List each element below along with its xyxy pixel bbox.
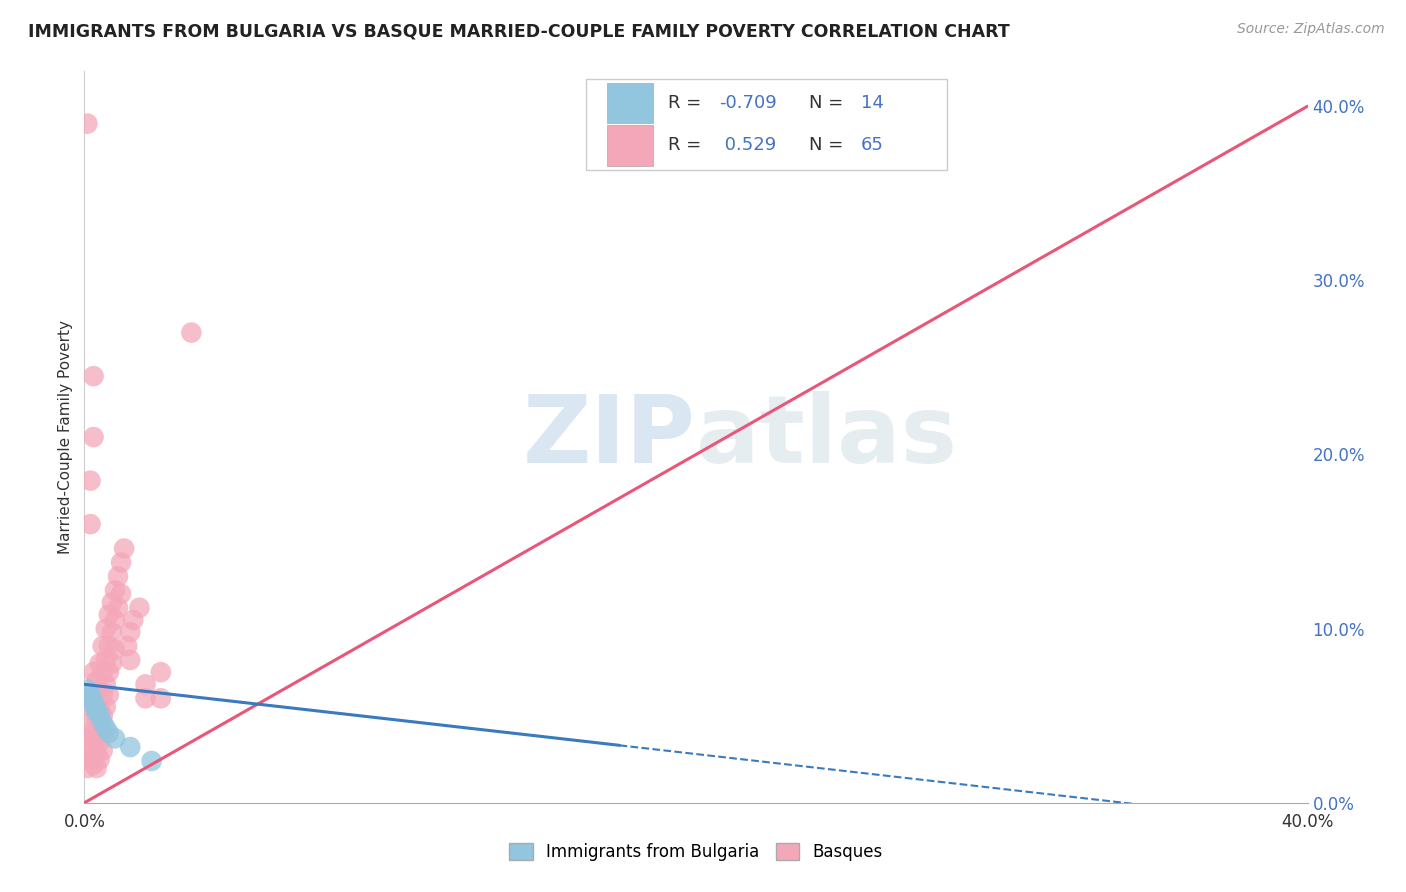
Point bbox=[149, 665, 172, 680]
Text: N =: N = bbox=[808, 95, 848, 112]
Text: Source: ZipAtlas.com: Source: ZipAtlas.com bbox=[1237, 22, 1385, 37]
Text: N =: N = bbox=[808, 136, 848, 154]
Point bbox=[79, 752, 101, 766]
Point bbox=[89, 752, 111, 766]
Point bbox=[83, 665, 105, 680]
Point bbox=[149, 691, 172, 706]
Point bbox=[94, 622, 117, 636]
Point bbox=[91, 639, 114, 653]
Point bbox=[180, 326, 202, 340]
Point bbox=[76, 730, 98, 744]
Point bbox=[104, 613, 127, 627]
Point bbox=[86, 747, 108, 761]
Point bbox=[120, 625, 142, 640]
Text: ZIP: ZIP bbox=[523, 391, 696, 483]
Point bbox=[128, 600, 150, 615]
Point bbox=[97, 726, 120, 740]
Point bbox=[112, 541, 135, 556]
Point bbox=[120, 653, 142, 667]
Point bbox=[86, 702, 108, 716]
Point bbox=[76, 752, 98, 766]
Point bbox=[97, 665, 120, 680]
Point bbox=[89, 708, 111, 723]
Point bbox=[83, 698, 105, 713]
FancyBboxPatch shape bbox=[606, 83, 654, 123]
Point bbox=[91, 688, 114, 702]
Point bbox=[122, 613, 145, 627]
Point bbox=[79, 700, 101, 714]
Point bbox=[86, 761, 108, 775]
Text: R =: R = bbox=[668, 95, 707, 112]
Point bbox=[104, 642, 127, 657]
Point bbox=[83, 430, 105, 444]
Point bbox=[107, 569, 129, 583]
Point bbox=[83, 757, 105, 772]
Point bbox=[83, 369, 105, 384]
Point bbox=[94, 700, 117, 714]
Point bbox=[76, 117, 98, 131]
Point bbox=[94, 677, 117, 691]
Point bbox=[86, 730, 108, 744]
Point bbox=[110, 556, 132, 570]
Point bbox=[135, 691, 157, 706]
Point bbox=[79, 726, 101, 740]
Point bbox=[91, 708, 114, 723]
Point bbox=[79, 691, 101, 706]
Y-axis label: Married-Couple Family Poverty: Married-Couple Family Poverty bbox=[58, 320, 73, 554]
Point bbox=[97, 607, 120, 622]
Point bbox=[86, 695, 108, 709]
Point bbox=[83, 730, 105, 744]
Point bbox=[101, 657, 124, 671]
Text: 0.529: 0.529 bbox=[720, 136, 776, 154]
Point bbox=[91, 726, 114, 740]
Text: atlas: atlas bbox=[696, 391, 957, 483]
FancyBboxPatch shape bbox=[606, 125, 654, 166]
Point bbox=[86, 712, 108, 726]
FancyBboxPatch shape bbox=[586, 78, 946, 170]
Point bbox=[97, 688, 120, 702]
Point bbox=[141, 754, 163, 768]
Point bbox=[94, 721, 117, 735]
Point bbox=[94, 653, 117, 667]
Point bbox=[86, 705, 108, 719]
Point bbox=[91, 665, 114, 680]
Point bbox=[91, 715, 114, 730]
Point bbox=[79, 743, 101, 757]
Point bbox=[97, 639, 120, 653]
Point bbox=[110, 587, 132, 601]
Point bbox=[89, 700, 111, 714]
Text: -0.709: -0.709 bbox=[720, 95, 778, 112]
Point bbox=[83, 691, 105, 706]
Text: R =: R = bbox=[668, 136, 707, 154]
Point bbox=[135, 677, 157, 691]
Text: 65: 65 bbox=[860, 136, 884, 154]
Point bbox=[83, 712, 105, 726]
Point bbox=[91, 743, 114, 757]
Legend: Immigrants from Bulgaria, Basques: Immigrants from Bulgaria, Basques bbox=[502, 836, 890, 868]
Point bbox=[83, 743, 105, 757]
Point bbox=[79, 474, 101, 488]
Point bbox=[104, 583, 127, 598]
Text: 14: 14 bbox=[860, 95, 884, 112]
Point bbox=[89, 657, 111, 671]
Point bbox=[104, 731, 127, 746]
Point bbox=[83, 695, 105, 709]
Point bbox=[107, 600, 129, 615]
Text: IMMIGRANTS FROM BULGARIA VS BASQUE MARRIED-COUPLE FAMILY POVERTY CORRELATION CHA: IMMIGRANTS FROM BULGARIA VS BASQUE MARRI… bbox=[28, 22, 1010, 40]
Point bbox=[79, 686, 101, 700]
Point bbox=[89, 717, 111, 731]
Point bbox=[86, 673, 108, 688]
Point bbox=[76, 682, 98, 697]
Point bbox=[89, 682, 111, 697]
Point bbox=[79, 517, 101, 532]
Point bbox=[101, 625, 124, 640]
Point bbox=[101, 595, 124, 609]
Point bbox=[76, 761, 98, 775]
Point bbox=[120, 740, 142, 755]
Point bbox=[89, 735, 111, 749]
Point bbox=[115, 639, 138, 653]
